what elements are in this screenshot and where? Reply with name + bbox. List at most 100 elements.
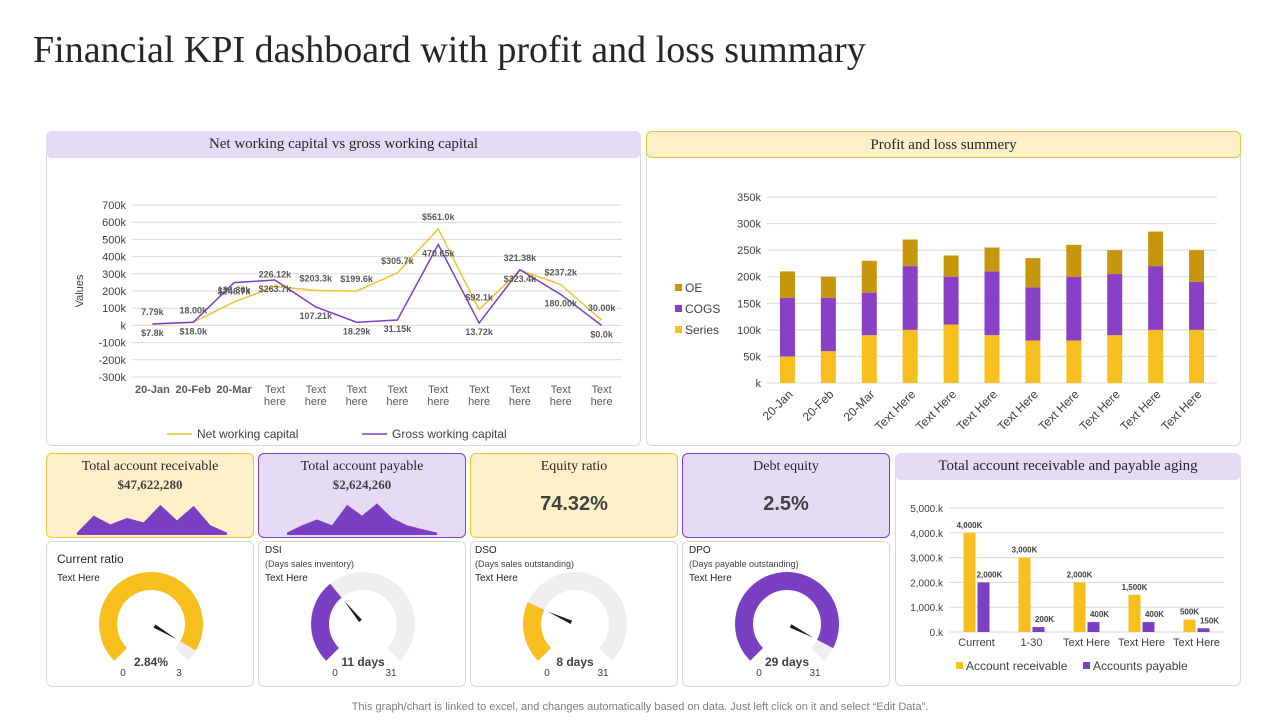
bar-oe — [902, 239, 918, 267]
gauge-value-label: 2.84% — [134, 655, 168, 669]
gauge-needle — [153, 624, 177, 640]
x-tick-label: 20-Jan — [135, 384, 170, 396]
y-tick-label: 100k — [102, 303, 126, 315]
bar-cogs — [943, 276, 959, 325]
x-tick-label: Text Here — [1118, 637, 1165, 649]
bar-series — [943, 324, 959, 383]
y-axis-label: Values — [74, 274, 86, 307]
gauge-needle — [789, 624, 814, 638]
y-tick-label: 600k — [102, 217, 126, 229]
y-tick-label: 350k — [737, 192, 761, 204]
y-tick-label: 300k — [737, 219, 761, 231]
data-label: 107.21k — [299, 311, 333, 321]
bar-oe — [1066, 244, 1082, 277]
data-label: 2,000K — [977, 570, 1003, 579]
footer-note: This graph/chart is linked to excel, and… — [351, 701, 929, 713]
x-tick-label: Text Here — [1036, 387, 1082, 433]
x-tick-label: Text — [306, 384, 326, 396]
bar-cogs — [820, 297, 836, 352]
x-tick-label: Text Here — [1077, 387, 1123, 433]
y-tick-label: 250k — [737, 245, 761, 257]
bar-oe — [1025, 258, 1041, 288]
gauge-dsi: DSI (Days sales inventory) Text Here 11 … — [258, 541, 466, 687]
gauge-needle — [344, 600, 362, 623]
x-tick-label: 1-30 — [1020, 637, 1042, 649]
aging-bar-chart: 0.k 1,000.k 2,000.k 3,000.k 4,000.k 5,000.k 4,… — [910, 504, 1224, 673]
data-label: 31.15k — [384, 324, 413, 334]
bar-cogs — [984, 271, 1000, 336]
page-title: Financial KPI dashboard with profit and … — [33, 29, 866, 71]
x-tick-label: Text — [469, 384, 489, 396]
kpi-receivable-value: $47,622,280 — [117, 477, 183, 492]
y-tick-label: 150k — [737, 298, 761, 310]
bar-account-receivable — [1073, 582, 1086, 632]
y-tick-label: 1,000.k — [910, 603, 944, 614]
gauge-needle — [547, 611, 573, 624]
legend-label: OE — [685, 281, 702, 295]
kpi-total-receivable: Total account receivable $47,622,280 — [46, 453, 254, 538]
x-tick-label-line2: here — [427, 396, 449, 408]
bar-accounts-payable — [1197, 628, 1210, 632]
gauge-max-label: 3 — [176, 668, 182, 679]
gauge-value-label: 8 days — [556, 655, 594, 669]
bar-cogs — [861, 292, 877, 336]
bar-account-receivable — [963, 532, 976, 632]
data-label: 400K — [1145, 610, 1164, 619]
gauge-dsi-title: DSI — [265, 545, 282, 556]
data-label: 18.00k — [179, 305, 208, 315]
data-label: 400K — [1090, 610, 1109, 619]
pl-bar-chart: k 50k 100k 150k 200k 250k 300k 350k 20-Jan 20-Feb… — [675, 192, 1217, 433]
legend-label: Account receivable — [966, 659, 1068, 673]
data-label: 4,000K — [957, 521, 983, 530]
data-label: 3,000K — [1012, 546, 1038, 555]
bar-oe — [779, 271, 795, 298]
bar-cogs — [1025, 287, 1041, 341]
net-working-capital-line — [152, 227, 603, 325]
data-label: $203.3k — [299, 273, 333, 283]
data-label: 7.79k — [141, 307, 165, 317]
data-label: 136.36k — [218, 285, 252, 295]
data-label: 2,000K — [1067, 570, 1093, 579]
kpi-payable-value: $2,624,260 — [332, 477, 392, 492]
gauge-dpo-title: DPO — [689, 545, 711, 556]
legend-label: COGS — [685, 302, 720, 316]
bar-cogs — [1107, 274, 1123, 336]
gauge-fill — [99, 572, 204, 661]
data-label: $237.2k — [544, 268, 578, 278]
y-tick-label: k — [756, 378, 762, 390]
bar-series — [861, 335, 877, 383]
x-tick-label: Text — [510, 384, 530, 396]
y-tick-label: 200k — [102, 286, 126, 298]
x-tick-label: Text Here — [1118, 387, 1164, 433]
kpi-equity-ratio: Equity ratio 74.32% — [470, 453, 678, 538]
payable-sparkline — [287, 503, 437, 535]
receivable-sparkline — [77, 504, 227, 535]
kpi-debt-title: Debt equity — [753, 459, 819, 474]
kpi-payable-title: Total account payable — [300, 459, 424, 474]
data-label: 470.65k — [422, 248, 456, 258]
bar-series — [902, 329, 918, 383]
data-label: 13.72k — [465, 327, 494, 337]
data-label: 150K — [1200, 616, 1219, 625]
data-label: $561.0k — [422, 212, 456, 222]
gauge-max-label: 31 — [597, 668, 609, 679]
x-tick-label-line2: here — [591, 396, 613, 408]
x-tick-label: Text Here — [1063, 637, 1110, 649]
aging-panel-title: Total account receivable and payable agi… — [895, 453, 1241, 480]
data-label: $199.6k — [340, 274, 374, 284]
data-label: $305.7k — [381, 256, 415, 266]
legend-label: Accounts payable — [1093, 659, 1188, 673]
kpi-receivable-title: Total account receivable — [81, 459, 219, 474]
x-tick-label: Text — [387, 384, 407, 396]
bar-oe — [943, 255, 959, 277]
gauge-dso: DSO (Days sales outstanding) Text Here 8… — [470, 541, 678, 687]
gauge-current-ratio: Current ratio Text Here 2.84% 0 3 — [46, 541, 254, 687]
x-tick-label-line2: here — [346, 396, 368, 408]
gauge-dpo: DPO (Days payable outstanding) Text Here… — [682, 541, 890, 687]
legend-swatch — [1083, 662, 1090, 669]
data-label: 18.29k — [343, 326, 372, 336]
data-label: 1,500K — [1122, 583, 1148, 592]
gauge-min-label: 0 — [120, 668, 126, 679]
